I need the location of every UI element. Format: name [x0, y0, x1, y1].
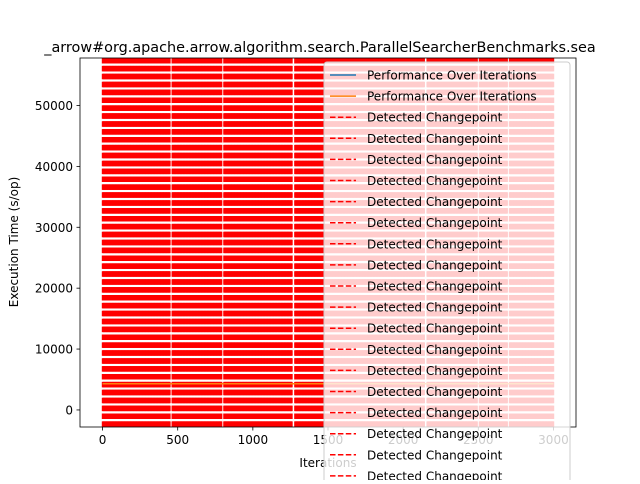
y-tick-label: 40000: [35, 160, 73, 174]
chart-title: _arrow#org.apache.arrow.algorithm.search…: [43, 40, 595, 56]
legend-label: Detected Changepoint: [367, 469, 503, 480]
legend-label: Detected Changepoint: [367, 385, 503, 399]
legend-label: Detected Changepoint: [367, 237, 503, 251]
legend: Performance Over Iterations Performance O…: [323, 61, 571, 484]
legend-label: Detected Changepoint: [367, 301, 503, 315]
legend-label: Detected Changepoint: [367, 427, 503, 441]
legend-label: Detected Changepoint: [367, 406, 503, 420]
legend-label: Performance Over Iterations: [367, 90, 537, 104]
legend-label: Detected Changepoint: [367, 132, 503, 146]
legend-label: Detected Changepoint: [367, 322, 503, 336]
y-tick-label: 10000: [35, 343, 73, 357]
legend-label: Detected Changepoint: [367, 364, 503, 378]
x-tick-label: 500: [166, 433, 189, 447]
legend-label: Detected Changepoint: [367, 343, 503, 357]
legend-label: Detected Changepoint: [367, 174, 503, 188]
x-tick-label: 0: [99, 433, 107, 447]
x-tick-label: 1000: [238, 433, 269, 447]
y-axis-label: Execution Time (s/op): [7, 177, 21, 308]
legend-label: Detected Changepoint: [367, 448, 503, 462]
legend-label: Detected Changepoint: [367, 111, 503, 125]
y-tick-label: 20000: [35, 282, 73, 296]
legend-label: Detected Changepoint: [367, 280, 503, 294]
legend-label: Detected Changepoint: [367, 258, 503, 272]
y-tick-label: 0: [65, 403, 73, 417]
legend-label: Performance Over Iterations: [367, 69, 537, 83]
legend-box: [323, 61, 571, 484]
y-tick-label: 50000: [35, 99, 73, 113]
legend-label: Detected Changepoint: [367, 195, 503, 209]
legend-label: Detected Changepoint: [367, 216, 503, 230]
legend-label: Detected Changepoint: [367, 153, 503, 167]
y-tick-label: 30000: [35, 221, 73, 235]
